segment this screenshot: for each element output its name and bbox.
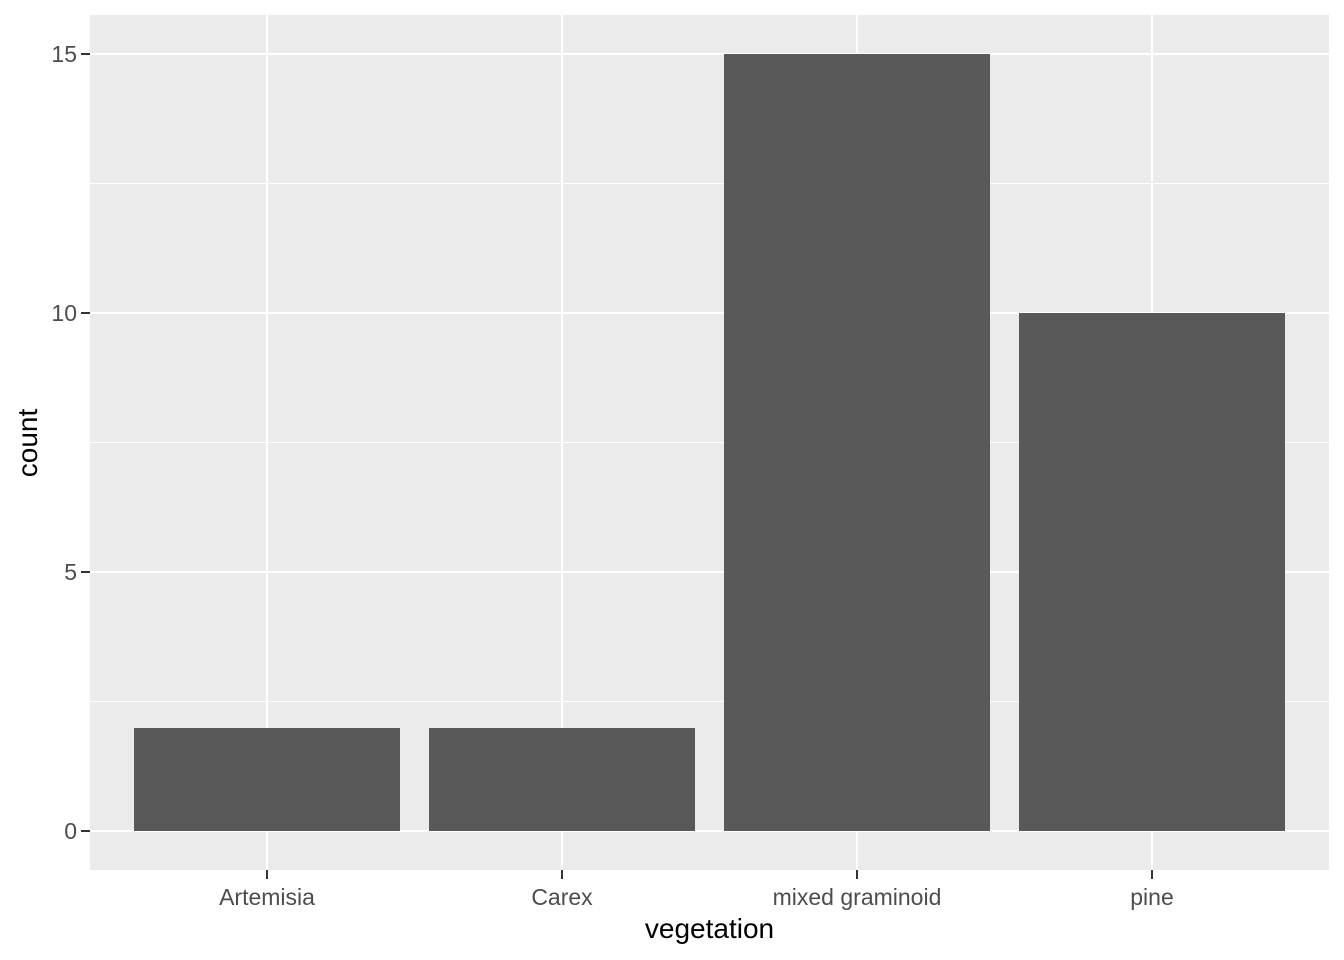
bar-pine bbox=[1019, 312, 1285, 832]
bar-mixed-graminoid bbox=[724, 53, 990, 832]
y-tick-label: 0 bbox=[64, 818, 77, 845]
gridline-major-horizontal bbox=[90, 571, 1329, 574]
x-tick-label: mixed graminoid bbox=[772, 884, 942, 910]
y-tick-label: 5 bbox=[64, 559, 77, 586]
gridline-minor-horizontal bbox=[90, 442, 1329, 443]
y-tick-mark bbox=[81, 830, 90, 833]
gridline-major-vertical bbox=[561, 15, 563, 870]
y-tick-mark bbox=[81, 571, 90, 574]
y-tick-mark bbox=[81, 311, 90, 314]
gridline-major-horizontal bbox=[90, 52, 1329, 55]
y-tick-mark bbox=[81, 52, 90, 55]
gridline-minor-horizontal bbox=[90, 701, 1329, 703]
bar-carex bbox=[429, 727, 695, 832]
gridline-minor-horizontal bbox=[90, 182, 1329, 184]
y-axis-title: count bbox=[12, 408, 43, 478]
gridline-major-horizontal bbox=[90, 311, 1329, 314]
plot-panel bbox=[90, 15, 1329, 870]
gridline-major-vertical bbox=[266, 15, 268, 870]
x-tick-mark bbox=[856, 870, 858, 879]
x-tick-mark bbox=[561, 870, 563, 879]
x-tick-label: pine bbox=[1130, 884, 1174, 910]
x-tick-label: Carex bbox=[531, 884, 593, 910]
bar-artemisia bbox=[134, 727, 400, 832]
y-tick-label: 15 bbox=[51, 40, 77, 67]
y-tick-label: 10 bbox=[51, 299, 77, 326]
gridline-major-horizontal bbox=[90, 830, 1329, 833]
x-tick-mark bbox=[1151, 870, 1153, 879]
x-tick-mark bbox=[266, 870, 268, 879]
x-tick-label: Artemisia bbox=[219, 884, 315, 910]
x-axis-title: vegetation bbox=[644, 913, 775, 944]
